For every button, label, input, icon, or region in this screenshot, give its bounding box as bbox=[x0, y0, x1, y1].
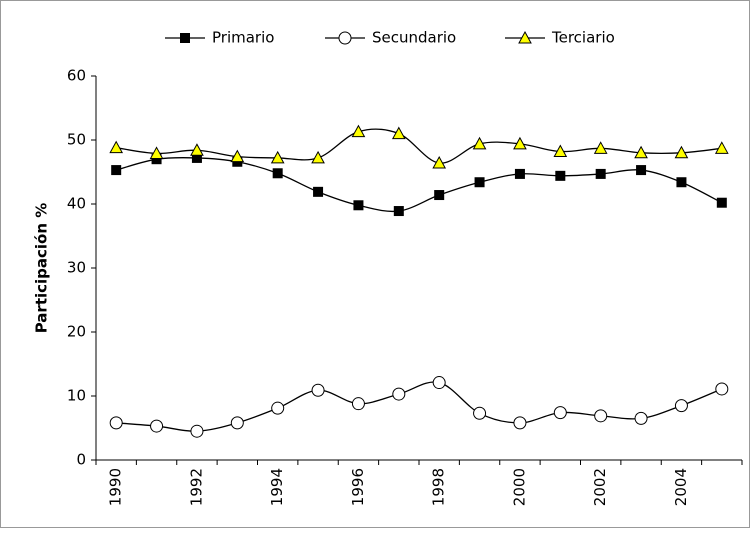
marker bbox=[272, 168, 283, 179]
marker bbox=[338, 31, 352, 45]
marker bbox=[434, 190, 445, 201]
marker bbox=[674, 399, 688, 413]
marker bbox=[230, 416, 244, 430]
marker bbox=[474, 177, 485, 188]
marker bbox=[634, 411, 648, 425]
marker bbox=[714, 141, 729, 154]
marker bbox=[149, 146, 164, 159]
marker bbox=[472, 136, 487, 150]
marker bbox=[518, 30, 532, 44]
legend-label: Secundario bbox=[372, 29, 456, 47]
marker bbox=[392, 387, 406, 401]
series-line bbox=[116, 156, 723, 213]
marker bbox=[311, 150, 325, 164]
y-tick-label: 40 bbox=[67, 195, 86, 213]
marker bbox=[514, 168, 525, 179]
x-tick-label: 1996 bbox=[349, 468, 367, 506]
legend-label: Primario bbox=[212, 29, 274, 47]
marker bbox=[353, 200, 364, 211]
x-tick-label: 1990 bbox=[107, 468, 125, 506]
marker bbox=[393, 206, 404, 217]
x-tick-label: 1994 bbox=[268, 468, 286, 506]
y-axis-title: Participación % bbox=[33, 203, 51, 334]
marker bbox=[109, 140, 124, 154]
marker bbox=[313, 186, 324, 197]
marker bbox=[676, 177, 687, 188]
marker bbox=[432, 376, 446, 390]
marker bbox=[594, 409, 608, 423]
marker bbox=[595, 168, 606, 179]
marker bbox=[553, 144, 568, 158]
marker bbox=[391, 126, 406, 140]
marker bbox=[270, 150, 285, 164]
x-tick-label: 2002 bbox=[591, 468, 609, 506]
marker bbox=[190, 143, 204, 156]
marker bbox=[432, 155, 447, 169]
marker bbox=[636, 165, 647, 176]
y-tick-label: 0 bbox=[76, 451, 86, 469]
marker bbox=[351, 124, 366, 138]
marker bbox=[513, 416, 527, 430]
x-tick-label: 1992 bbox=[187, 468, 205, 506]
series-line bbox=[116, 128, 722, 164]
marker bbox=[271, 401, 285, 415]
marker bbox=[150, 419, 164, 433]
y-tick-label: 50 bbox=[67, 131, 86, 149]
y-tick-label: 20 bbox=[67, 323, 86, 341]
y-tick-label: 60 bbox=[67, 67, 86, 85]
marker bbox=[109, 416, 123, 430]
marker bbox=[553, 406, 567, 420]
marker bbox=[180, 33, 190, 43]
y-tick-label: 10 bbox=[67, 387, 86, 405]
marker bbox=[190, 424, 204, 438]
marker bbox=[716, 197, 727, 208]
marker bbox=[593, 141, 608, 154]
marker bbox=[555, 170, 566, 181]
marker bbox=[513, 136, 527, 150]
x-tick-label: 2004 bbox=[672, 468, 690, 506]
marker bbox=[311, 383, 325, 397]
marker bbox=[634, 145, 648, 159]
x-tick-label: 2000 bbox=[510, 468, 528, 506]
marker bbox=[473, 406, 487, 420]
marker bbox=[111, 165, 122, 176]
y-tick-label: 30 bbox=[67, 259, 86, 277]
marker bbox=[351, 397, 365, 411]
legend-label: Terciario bbox=[551, 29, 615, 47]
marker bbox=[230, 149, 245, 163]
x-tick-label: 1998 bbox=[430, 468, 448, 506]
marker bbox=[674, 145, 689, 159]
series-line bbox=[116, 381, 723, 432]
marker bbox=[715, 382, 729, 396]
